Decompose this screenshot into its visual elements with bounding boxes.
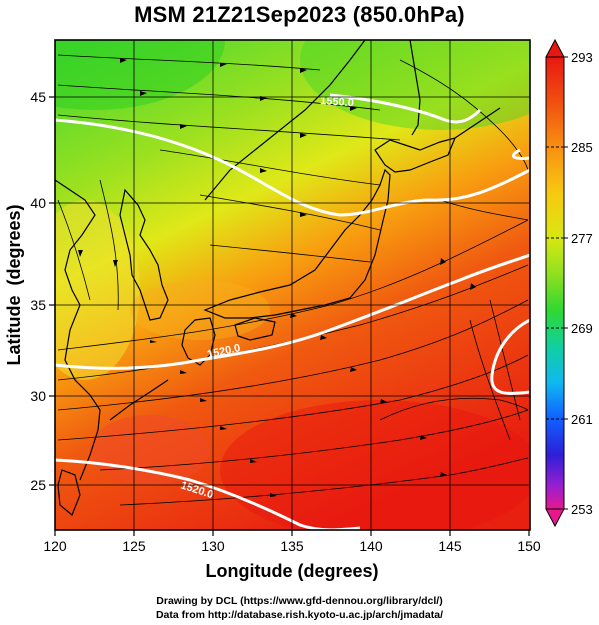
y-tick-label: 35 [30, 297, 46, 313]
coastlines [55, 40, 501, 516]
grid-lines [55, 40, 530, 530]
temperature-field [55, 40, 530, 530]
kyushu-coast [181, 317, 216, 366]
x-tick-label: 135 [280, 538, 304, 554]
colorbar-label: 253 [571, 502, 593, 517]
x-tick-label: 120 [43, 538, 67, 554]
x-tick-label: 150 [517, 538, 541, 554]
axis-ticks [49, 96, 530, 536]
credit-drawing: Drawing by DCL (https://www.gfd-dennou.o… [156, 595, 443, 607]
contour-label: 1550.0 [320, 95, 354, 109]
x-tick-label: 130 [201, 538, 225, 554]
colorbar-label: 269 [571, 321, 593, 336]
y-tick-label: 30 [30, 388, 46, 404]
colorbar-label: 261 [571, 412, 593, 427]
y-tick-label: 40 [30, 195, 46, 211]
x-axis-title: Longitude (degrees) [205, 561, 378, 581]
chart-title: MSM 21Z21Sep2023 (850.0hPa) [134, 2, 465, 27]
colorbar-label: 277 [571, 231, 593, 246]
x-tick-label: 140 [359, 538, 383, 554]
contour-east [490, 318, 530, 395]
colorbar: 293 285 277 269 261 253 [545, 38, 593, 528]
colorbar-top-arrow [545, 38, 565, 58]
hokkaido-coast [374, 137, 457, 173]
credit-data: Data from http://database.rish.kyoto-u.a… [155, 609, 444, 621]
contour-1520-north [55, 253, 530, 370]
y-tick-label: 45 [30, 89, 46, 105]
colorbar-label: 293 [571, 50, 593, 65]
sakhalin-coast [409, 40, 421, 136]
korea-coast [119, 188, 169, 321]
colorbar-bottom-arrow [545, 508, 565, 528]
y-tick-label: 25 [30, 477, 46, 493]
y-axis-title: Latitude (degrees) [4, 204, 24, 365]
x-tick-label: 145 [438, 538, 462, 554]
contour-1550 [55, 118, 530, 217]
contour-north [329, 93, 530, 160]
x-tick-label: 125 [122, 538, 146, 554]
ryukyu-islands [109, 379, 169, 421]
kuril-islands [454, 107, 501, 139]
colorbar-label: 285 [571, 140, 593, 155]
